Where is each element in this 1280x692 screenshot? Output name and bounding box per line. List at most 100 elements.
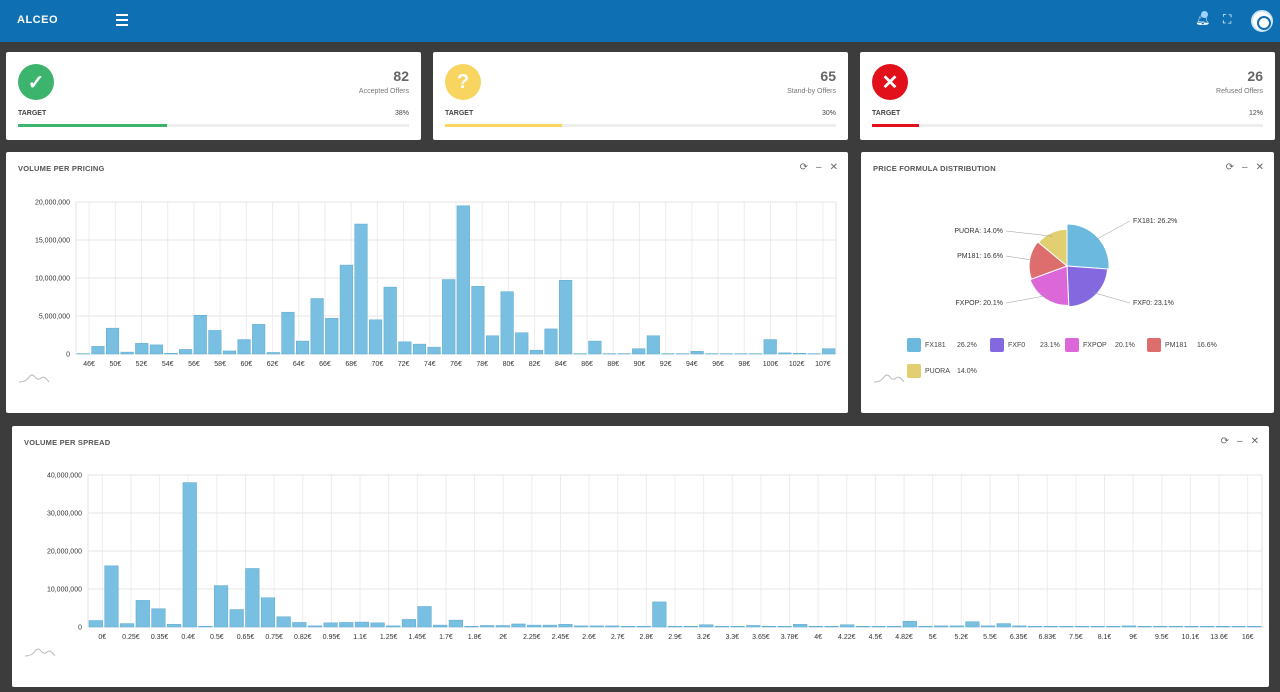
bar bbox=[213, 585, 229, 628]
spread-bar-chart: 0 10,000,000 20,000,000 30,000,000 40,000,00… bbox=[47, 473, 1263, 641]
refresh-icon[interactable]: ⟳ bbox=[1220, 436, 1230, 447]
x-tick-label: 60€ bbox=[241, 361, 253, 368]
bar bbox=[1184, 625, 1199, 628]
legend-item[interactable]: PUORA 14.0% bbox=[907, 364, 987, 380]
bar bbox=[325, 318, 339, 355]
minimize-icon[interactable]: – bbox=[1242, 162, 1248, 173]
legend-item[interactable]: PM181 16.6% bbox=[1147, 338, 1227, 354]
expand-icon[interactable]: ⛶ bbox=[1223, 12, 1232, 26]
sparkline-icon bbox=[18, 374, 50, 383]
x-tick-label: 100€ bbox=[763, 361, 779, 368]
close-icon[interactable]: ✕ bbox=[829, 162, 838, 173]
x-tick-label: 62€ bbox=[267, 361, 279, 368]
pricing-bar-chart: 0 5,000,000 10,000,000 15,000,000 20,000,000… bbox=[35, 200, 837, 368]
bar bbox=[1059, 625, 1074, 628]
bar bbox=[383, 286, 397, 355]
x-tick-label: 46€ bbox=[83, 361, 95, 368]
legend-name: FXF0 bbox=[1008, 342, 1026, 349]
y-tick-label: 40,000,000 bbox=[47, 473, 82, 480]
panel-volume-per-pricing: VOLUME PER PRICING ⟳ – ✕ 0 5,000,000 10,00… bbox=[6, 152, 848, 413]
top-bar: ALCEO 🔔︎ ⛶ bbox=[0, 0, 1280, 42]
legend-item[interactable]: FXPOP 20.1% bbox=[1065, 338, 1145, 354]
sparkline-icon bbox=[24, 648, 56, 657]
x-tick-label: 5.2€ bbox=[955, 634, 969, 641]
bar bbox=[588, 340, 602, 355]
avatar[interactable] bbox=[1251, 10, 1273, 32]
x-tick-label: 58€ bbox=[214, 361, 226, 368]
legend-name: PM181 bbox=[1165, 342, 1188, 349]
close-icon[interactable]: ✕ bbox=[1250, 436, 1259, 447]
bar bbox=[427, 346, 441, 355]
bar bbox=[699, 624, 714, 628]
close-icon[interactable]: ✕ bbox=[1255, 162, 1264, 173]
legend-percent: 14.0% bbox=[957, 368, 977, 375]
bar bbox=[902, 621, 917, 628]
pie-slice bbox=[1066, 223, 1110, 270]
bar bbox=[777, 625, 792, 628]
x-tick-label: 6.35€ bbox=[1010, 634, 1028, 641]
x-tick-label: 96€ bbox=[712, 361, 724, 368]
legend-item[interactable]: FXF0 23.1% bbox=[990, 338, 1070, 354]
bar bbox=[605, 625, 620, 628]
bar bbox=[105, 327, 120, 355]
refresh-icon[interactable]: ⟳ bbox=[1225, 162, 1235, 173]
bar bbox=[527, 624, 542, 628]
x-tick-label: 66€ bbox=[319, 361, 331, 368]
callout-line bbox=[1005, 295, 1048, 304]
stat-label: Accepted Offers bbox=[358, 88, 409, 95]
bar bbox=[761, 625, 776, 628]
x-tick-label: 2.6€ bbox=[582, 634, 596, 641]
bar bbox=[840, 624, 855, 628]
bar bbox=[339, 264, 353, 355]
legend-swatch bbox=[907, 338, 921, 352]
callout-line bbox=[1092, 292, 1131, 304]
x-tick-label: 92€ bbox=[660, 361, 672, 368]
bar bbox=[544, 328, 558, 355]
bar bbox=[646, 335, 660, 355]
x-tick-label: 52€ bbox=[136, 361, 148, 368]
stat-percent: 30% bbox=[821, 110, 836, 117]
minimize-icon[interactable]: – bbox=[816, 162, 822, 173]
stat-value: 82 bbox=[393, 68, 409, 84]
bar bbox=[135, 600, 150, 628]
bar bbox=[529, 349, 543, 355]
pie-callout-label: PUORA: 14.0% bbox=[954, 228, 1003, 235]
stat-value: 65 bbox=[820, 68, 836, 84]
bar bbox=[480, 625, 495, 628]
bar bbox=[495, 625, 510, 628]
bar bbox=[1168, 625, 1183, 628]
bar bbox=[1137, 625, 1152, 628]
x-tick-label: 2.45€ bbox=[552, 634, 570, 641]
progress-fill bbox=[18, 124, 167, 127]
stat-value: 26 bbox=[1247, 68, 1263, 84]
stat-label: Stand-by Offers bbox=[787, 88, 836, 95]
bar bbox=[398, 341, 412, 355]
bar bbox=[683, 625, 698, 628]
x-tick-label: 3.65€ bbox=[752, 634, 770, 641]
stat-target-label: TARGET bbox=[445, 110, 474, 117]
x-tick-label: 9€ bbox=[1129, 634, 1137, 641]
bar bbox=[980, 625, 996, 628]
x-tick-label: 3.2€ bbox=[697, 634, 711, 641]
menu-icon[interactable] bbox=[116, 14, 128, 26]
pie-callout-label: FXF0: 23.1% bbox=[1133, 300, 1174, 307]
app-logo[interactable]: ALCEO bbox=[17, 14, 58, 26]
y-tick-label: 20,000,000 bbox=[35, 200, 70, 207]
legend-item[interactable]: FX181 26.2% bbox=[907, 338, 987, 354]
stat-label: Refused Offers bbox=[1216, 88, 1263, 95]
bar bbox=[793, 624, 808, 628]
x-tick-label: 56€ bbox=[188, 361, 200, 368]
legend-swatch bbox=[1147, 338, 1161, 352]
bar bbox=[1027, 625, 1043, 628]
y-tick-label: 15,000,000 bbox=[35, 238, 70, 245]
x-tick-label: 0.5€ bbox=[210, 634, 224, 641]
refresh-icon[interactable]: ⟳ bbox=[799, 162, 809, 173]
bar bbox=[1247, 625, 1262, 628]
bar bbox=[151, 608, 166, 628]
bar bbox=[500, 291, 514, 355]
bar bbox=[714, 625, 730, 628]
legend-percent: 16.6% bbox=[1197, 342, 1217, 349]
bar bbox=[307, 625, 323, 628]
x-tick-label: 86€ bbox=[581, 361, 593, 368]
minimize-icon[interactable]: – bbox=[1237, 436, 1243, 447]
